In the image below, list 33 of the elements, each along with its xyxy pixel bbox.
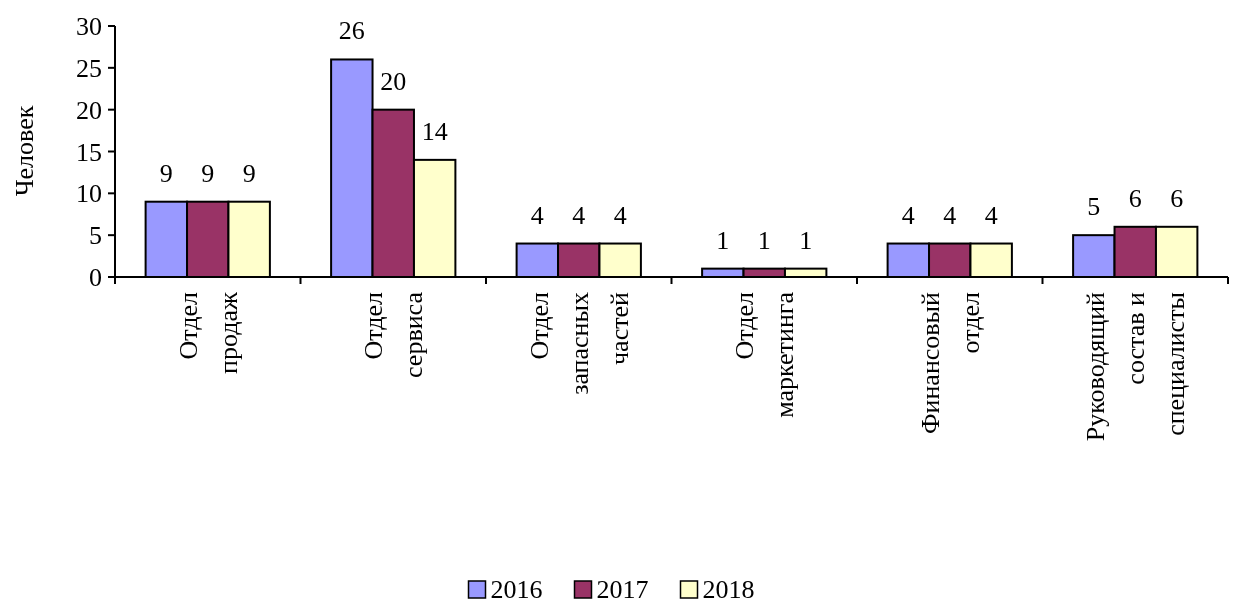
data-label: 4	[613, 200, 627, 230]
data-label: 1	[799, 225, 813, 255]
y-tick-label: 0	[89, 263, 102, 293]
legend-label: 2018	[702, 575, 755, 604]
y-tick-label: 20	[76, 95, 102, 125]
data-label: 4	[901, 200, 915, 230]
data-label: 20	[380, 66, 407, 96]
data-label: 4	[530, 200, 544, 230]
x-tick-label: Отдел продаж	[173, 290, 243, 374]
legend-label: 2017	[596, 575, 649, 604]
data-label: 9	[242, 158, 256, 188]
y-tick-label: 15	[76, 137, 102, 167]
data-label: 9	[201, 158, 215, 188]
data-label: 26	[338, 16, 365, 46]
data-label: 4	[943, 200, 957, 230]
y-axis-title: Человек	[10, 105, 39, 197]
x-tick-label: Отдел запасных частей	[524, 291, 634, 395]
x-tick-label: Отдел сервиса	[359, 291, 429, 378]
data-label: 1	[757, 225, 771, 255]
data-label: 6	[1128, 183, 1142, 213]
data-label: 4	[572, 200, 586, 230]
y-tick-label: 10	[76, 179, 102, 209]
data-label: 4	[984, 200, 998, 230]
y-tick-label: 30	[76, 12, 102, 42]
y-tick-label: 25	[76, 53, 102, 83]
y-tick-label: 5	[89, 221, 102, 251]
data-label: 14	[421, 116, 448, 146]
data-label: 9	[159, 158, 173, 188]
data-label: 1	[716, 225, 730, 255]
x-tick-label: Финансовый отдел	[915, 291, 985, 435]
data-label: 6	[1170, 183, 1184, 213]
legend-label: 2016	[490, 575, 543, 604]
data-label: 5	[1087, 192, 1101, 222]
